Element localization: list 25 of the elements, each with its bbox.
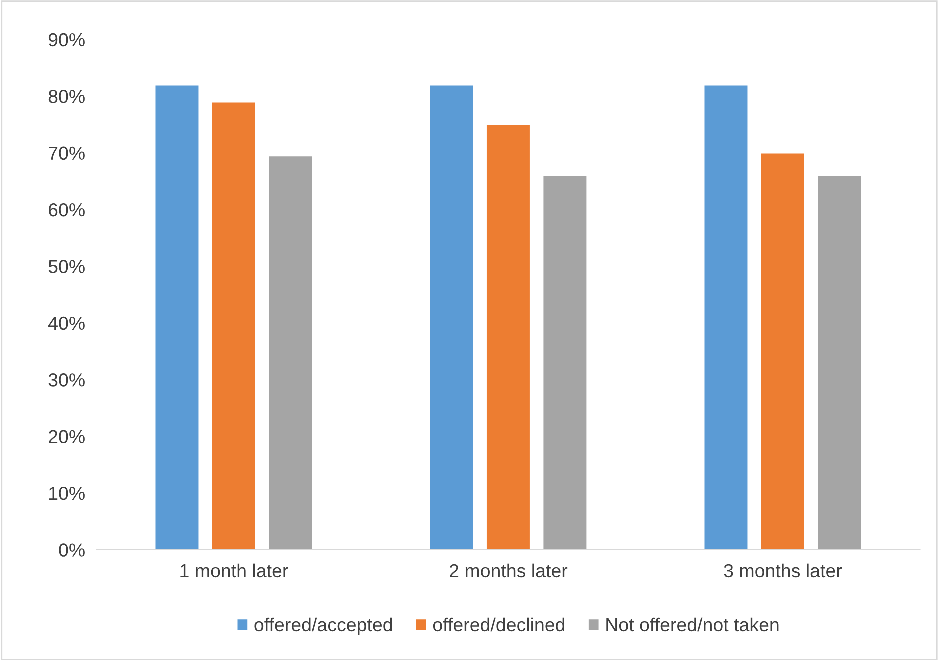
x-tick-label: 1 month later — [180, 564, 288, 578]
y-tick-label: 90% — [48, 33, 85, 47]
bar — [211, 101, 257, 550]
bar — [816, 175, 863, 550]
y-tick-label: 20% — [49, 430, 85, 444]
bar — [703, 84, 750, 550]
y-tick-label: 30% — [48, 374, 85, 387]
legend-label: Not offered/not taken — [606, 618, 779, 632]
bar — [486, 124, 532, 550]
y-tick-label: 40% — [48, 316, 85, 330]
y-tick-label: 80% — [48, 90, 85, 104]
x-tick-label: 2 months later — [450, 564, 568, 578]
x-tick-label: 3 months later — [724, 564, 842, 578]
bar — [428, 84, 475, 550]
legend-label: offered/accepted — [254, 618, 392, 636]
y-tick-label: 70% — [49, 146, 85, 160]
legend-label: offered/declined — [433, 618, 565, 632]
y-tick-label: 50% — [48, 260, 85, 274]
y-tick-label: 0% — [59, 544, 85, 557]
y-tick-label: 10% — [50, 486, 85, 500]
bar — [542, 175, 588, 550]
bar — [154, 84, 200, 550]
bar — [760, 152, 806, 550]
y-tick-label: 60% — [49, 203, 85, 217]
bar — [268, 155, 314, 550]
